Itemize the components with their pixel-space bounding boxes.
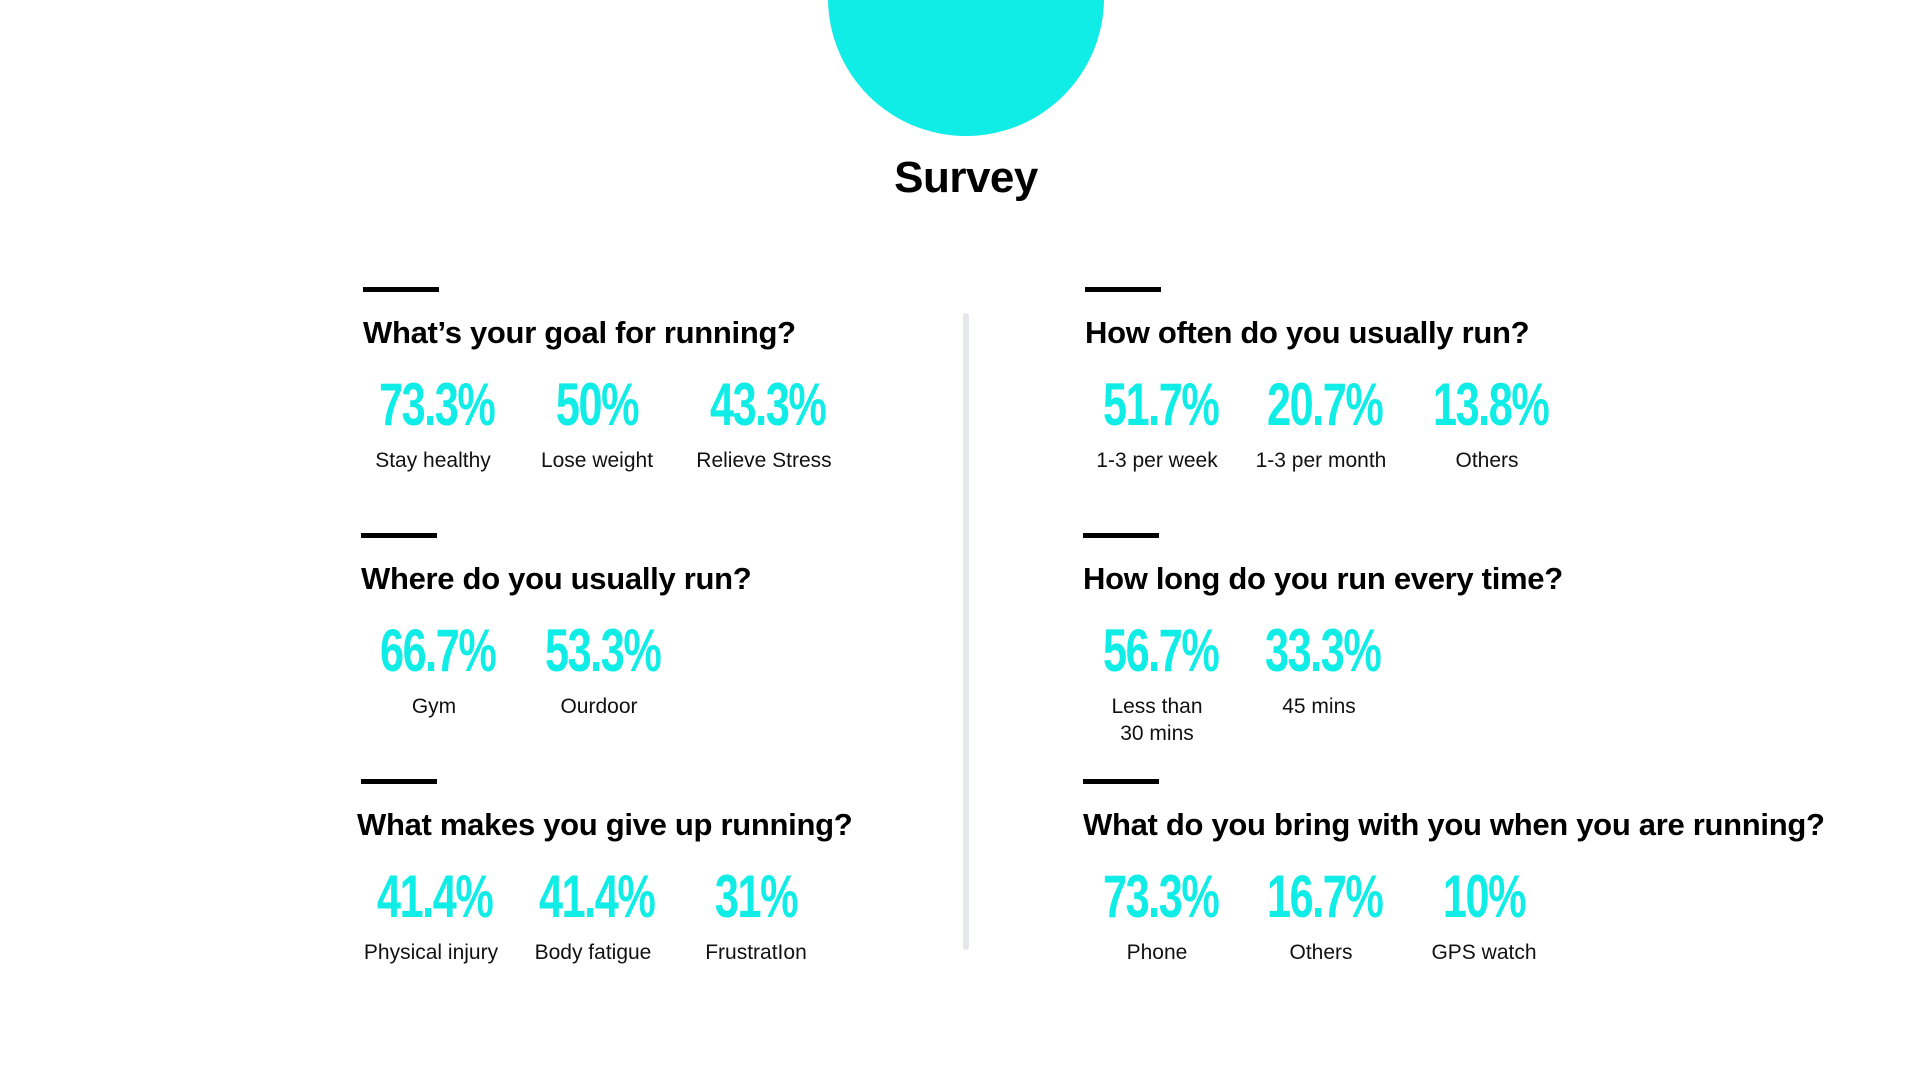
- stat-label: Lose weight: [540, 449, 654, 472]
- stat-item: 73.3% Stay healthy: [358, 375, 508, 474]
- stat-label: Ourdoor: [560, 695, 638, 718]
- question-title: What do you bring with you when you are …: [1083, 807, 1825, 842]
- stat-item: 41.4% Physical injury: [356, 867, 506, 966]
- stat-value: 43.3%: [710, 371, 827, 438]
- stat-item: 51.7% 1-3 per week: [1082, 375, 1232, 474]
- stat-value: 31%: [714, 863, 799, 930]
- stat-label: Gym: [411, 695, 457, 718]
- question-title: Where do you usually run?: [361, 561, 752, 596]
- stat-label: 45 mins: [1282, 695, 1356, 718]
- stat-value: 33.3%: [1265, 617, 1382, 684]
- question-bar: [363, 287, 439, 292]
- question-title: How often do you usually run?: [1085, 315, 1530, 350]
- question-bar: [361, 779, 437, 784]
- stat-value: 41.4%: [377, 863, 494, 930]
- page-title: Survey: [894, 153, 1038, 202]
- stat-item: 73.3% Phone: [1082, 867, 1232, 966]
- stat-item: 43.3% Relieve Stress: [689, 375, 839, 474]
- stat-value: 73.3%: [1103, 863, 1220, 930]
- stat-item: 56.7% Less than 30 mins: [1082, 621, 1232, 748]
- stat-label: Others: [1289, 941, 1353, 964]
- stat-value: 20.7%: [1267, 371, 1384, 438]
- question-title: How long do you run every time?: [1083, 561, 1563, 596]
- stat-label: 1-3 per week: [1096, 449, 1218, 472]
- stat-value: 73.3%: [379, 371, 496, 438]
- stat-item: 41.4% Body fatigue: [518, 867, 668, 966]
- question-running-gear: What do you bring with you when you are …: [1078, 779, 1920, 1019]
- stat-value: 56.7%: [1103, 617, 1220, 684]
- question-title: What makes you give up running?: [357, 807, 853, 842]
- stat-value: 66.7%: [380, 617, 497, 684]
- question-bar: [1085, 287, 1161, 292]
- stat-value: 16.7%: [1267, 863, 1384, 930]
- stat-value: 50%: [555, 371, 640, 438]
- stat-label: GPS watch: [1431, 941, 1537, 964]
- stat-label: Relieve Stress: [696, 449, 832, 472]
- decorative-circle: [828, 0, 1104, 136]
- stat-item: 53.3% Ourdoor: [524, 621, 674, 720]
- question-bar: [361, 533, 437, 538]
- stat-value: 41.4%: [539, 863, 656, 930]
- question-title: What’s your goal for running?: [363, 315, 796, 350]
- stat-label: Physical injury: [363, 941, 499, 964]
- stat-value: 51.7%: [1103, 371, 1220, 438]
- stat-label: Stay healthy: [375, 449, 491, 472]
- stat-item: 20.7% 1-3 per month: [1246, 375, 1396, 474]
- question-running-location: Where do you usually run? 66.7% Gym 53.3…: [356, 533, 1216, 773]
- stat-item: 13.8% Others: [1412, 375, 1562, 474]
- stat-item: 50% Lose weight: [522, 375, 672, 474]
- stat-value: 10%: [1442, 863, 1527, 930]
- question-running-goal: What’s your goal for running? 73.3% Stay…: [358, 287, 1218, 527]
- question-bar: [1083, 533, 1159, 538]
- stat-label: Body fatigue: [534, 941, 652, 964]
- stat-label: Phone: [1126, 941, 1188, 964]
- stat-label: Others: [1455, 449, 1519, 472]
- stat-item: 31% FrustratIon: [681, 867, 831, 966]
- stat-label: FrustratIon: [705, 941, 807, 964]
- column-divider: [963, 313, 969, 950]
- question-running-duration: How long do you run every time? 56.7% Le…: [1078, 533, 1920, 773]
- stat-item: 33.3% 45 mins: [1244, 621, 1394, 720]
- stat-label: 1-3 per month: [1255, 449, 1387, 472]
- question-running-frequency: How often do you usually run? 51.7% 1-3 …: [1080, 287, 1920, 527]
- stat-label: Less than 30 mins: [1111, 695, 1203, 746]
- question-give-up-reasons: What makes you give up running? 41.4% Ph…: [356, 779, 1216, 1019]
- stat-item: 66.7% Gym: [359, 621, 509, 720]
- question-bar: [1083, 779, 1159, 784]
- stat-item: 16.7% Others: [1246, 867, 1396, 966]
- stat-item: 10% GPS watch: [1409, 867, 1559, 966]
- stat-value: 53.3%: [545, 617, 662, 684]
- stat-value: 13.8%: [1433, 371, 1550, 438]
